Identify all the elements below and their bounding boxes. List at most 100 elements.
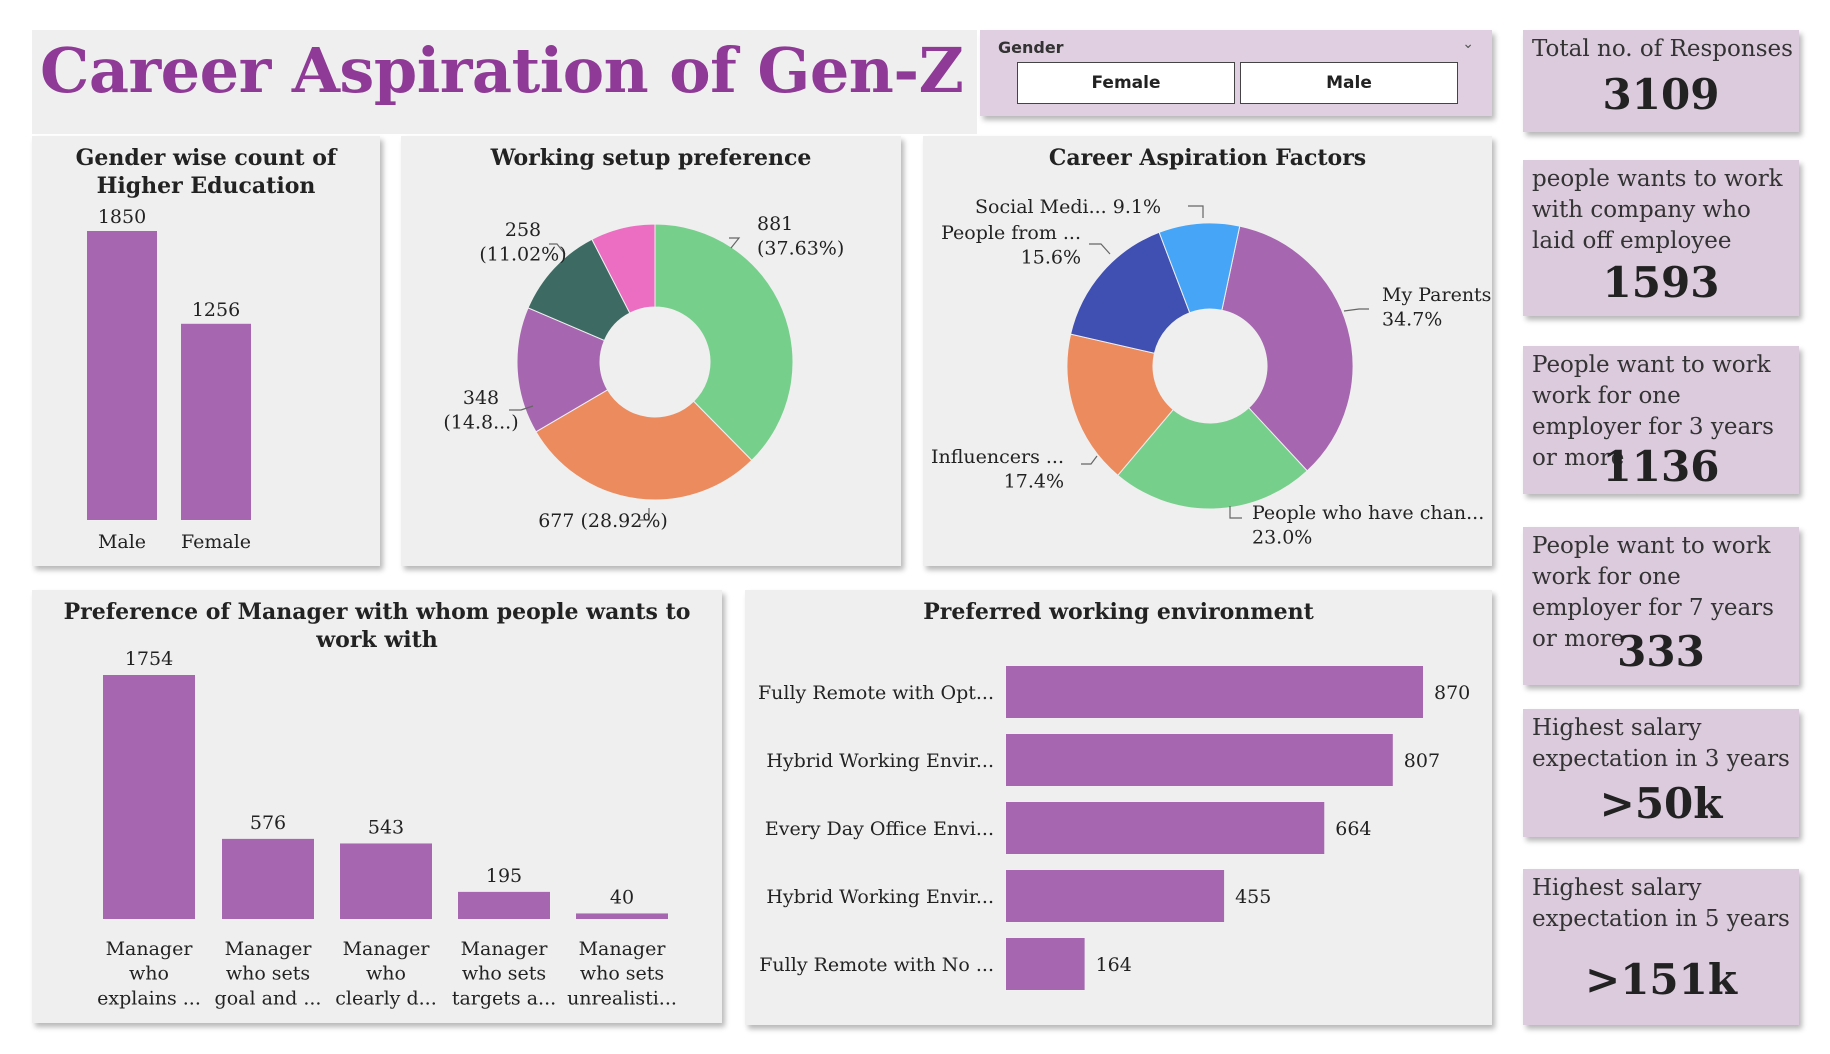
kpi-value: >50k xyxy=(1599,779,1723,828)
kpi-one-employer-7-years: People want to work work for one employe… xyxy=(1523,527,1799,685)
donut-slice xyxy=(1221,225,1354,472)
leader-line xyxy=(1343,308,1369,312)
data-label: 1754 xyxy=(125,648,173,670)
category-label: Manager who sets goal and ... xyxy=(215,938,322,1009)
working-setup-donut-chart: 881 (37.63%) 677 (28.92%) 348 (14.8...) 258 (1… xyxy=(443,213,844,532)
chevron-down-icon[interactable]: ⌄ xyxy=(1462,36,1474,52)
kpi-label: People want to work work for one employe… xyxy=(1532,533,1774,652)
category-label: Manager who sets unrealisti... xyxy=(567,938,677,1009)
kpi-total-responses: Total no. of Responses 3109 xyxy=(1523,30,1799,132)
slice-label: People who have chan... 23.0% xyxy=(1252,502,1484,549)
data-label: 1850 xyxy=(98,206,146,228)
category-label: Hybrid Working Envir... xyxy=(766,886,994,908)
bar xyxy=(1006,666,1423,718)
kpi-value: 1136 xyxy=(1602,442,1720,491)
slicer-option-female[interactable]: Female xyxy=(1017,62,1235,104)
kpi-value: 1593 xyxy=(1602,258,1720,307)
bar xyxy=(222,838,314,919)
working-setup-chart-panel: Working setup preference 881 (37.63%) 677 … xyxy=(401,136,901,566)
aspiration-factors-donut-chart: My Parents 34.7% People who have chan... 23… xyxy=(931,196,1491,549)
category-label: Manager who clearly d... xyxy=(335,938,437,1009)
slice-label: 677 (28.92%) xyxy=(538,510,668,532)
kpi-label: people wants to work with company who la… xyxy=(1532,166,1783,254)
data-label: 664 xyxy=(1335,818,1371,840)
data-label: 1256 xyxy=(192,299,240,321)
slice-label: 348 (14.8...) xyxy=(443,387,518,434)
working-environment-bar-chart: 870 Fully Remote with Opt... 807 Hybrid Wor… xyxy=(758,666,1470,990)
leader-line xyxy=(1089,243,1111,255)
kpi-label: Highest salary expectation in 3 years xyxy=(1532,715,1790,772)
donut-slice xyxy=(516,307,609,433)
kpi-salary-5-years: Highest salary expectation in 5 years >1… xyxy=(1523,869,1799,1025)
gender-slicer[interactable]: Gender ⌄ Female Male xyxy=(980,30,1492,116)
leader-line xyxy=(729,237,741,249)
leader-line xyxy=(639,508,650,521)
bar xyxy=(103,675,195,919)
leader-line xyxy=(1229,506,1242,519)
chart-title: Gender wise count of Higher Education xyxy=(75,145,337,199)
category-label: Manager who explains ... xyxy=(97,938,201,1009)
donut-slice xyxy=(1117,407,1308,510)
category-label: Fully Remote with No ... xyxy=(759,954,994,976)
bar xyxy=(340,843,432,919)
chart-title: Preference of Manager with whom people w… xyxy=(63,599,691,653)
title-panel: Career Aspiration of Gen-Z xyxy=(32,30,977,134)
donut-slice xyxy=(535,389,753,501)
data-label: 870 xyxy=(1434,682,1470,704)
slice-label: People from ... 15.6% xyxy=(941,222,1081,269)
leader-line xyxy=(1188,205,1204,218)
kpi-value: 3109 xyxy=(1602,70,1720,119)
kpi-label: Highest salary expectation in 5 years xyxy=(1532,875,1790,932)
category-label: Every Day Office Envi... xyxy=(765,818,994,840)
manager-preference-bar-chart: 1754 Manager who explains ... 576 Manager who … xyxy=(97,648,677,1009)
bar xyxy=(1006,734,1393,786)
leader-line xyxy=(1081,455,1098,465)
category-label: Hybrid Working Envir... xyxy=(766,750,994,772)
data-label: 543 xyxy=(368,816,404,838)
slicer-option-male[interactable]: Male xyxy=(1240,62,1458,104)
data-label: 576 xyxy=(250,812,286,834)
slice-label: Influencers ... 17.4% xyxy=(931,446,1064,493)
donut-slice xyxy=(1158,222,1241,314)
dashboard-title: Career Aspiration of Gen-Z xyxy=(40,34,964,107)
bar xyxy=(576,913,668,919)
donut-slice xyxy=(1070,231,1191,354)
data-label: 195 xyxy=(486,865,522,887)
data-label: 164 xyxy=(1096,954,1132,976)
education-chart-panel: Gender wise count of Higher Education 18… xyxy=(32,136,380,566)
donut-slice xyxy=(1066,333,1174,477)
education-bar-chart: 1850 Male 1256 Female xyxy=(87,206,251,553)
category-label: Manager who sets targets a... xyxy=(452,938,556,1009)
category-label: Male xyxy=(98,531,146,553)
chart-title: Preferred working environment xyxy=(923,599,1314,625)
slice-label: My Parents 34.7% xyxy=(1382,284,1491,331)
donut-slice xyxy=(591,223,656,314)
bar xyxy=(1006,802,1325,854)
chart-title: Working setup preference xyxy=(490,145,812,171)
bar xyxy=(458,891,550,919)
working-environment-chart-panel: Preferred working environment 870 Fully R… xyxy=(745,590,1492,1025)
chart-title: Career Aspiration Factors xyxy=(1048,145,1367,171)
category-label: Female xyxy=(181,531,251,553)
kpi-laid-off-company: people wants to work with company who la… xyxy=(1523,160,1799,316)
leader-line xyxy=(549,243,566,255)
leader-line xyxy=(509,405,534,411)
donut-slice xyxy=(654,223,794,462)
bar xyxy=(1006,870,1225,922)
kpi-one-employer-3-years: People want to work work for one employe… xyxy=(1523,346,1799,494)
kpi-value: 333 xyxy=(1617,627,1705,676)
slicer-label: Gender xyxy=(998,38,1064,57)
kpi-salary-3-years: Highest salary expectation in 3 years >5… xyxy=(1523,709,1799,837)
data-label: 40 xyxy=(610,886,634,908)
slice-label: 258 (11.02%) xyxy=(479,219,566,266)
bar xyxy=(87,231,157,520)
data-label: 807 xyxy=(1404,750,1440,772)
kpi-label: People want to work work for one employe… xyxy=(1532,352,1774,471)
kpi-label: Total no. of Responses xyxy=(1532,36,1793,62)
kpi-value: >151k xyxy=(1585,955,1737,1004)
slice-label: 881 (37.63%) xyxy=(757,213,844,260)
bar xyxy=(181,323,251,520)
data-label: 455 xyxy=(1235,886,1271,908)
aspiration-factors-chart-panel: Career Aspiration Factors My Parents 34.7… xyxy=(923,136,1492,566)
bar xyxy=(1006,938,1085,990)
